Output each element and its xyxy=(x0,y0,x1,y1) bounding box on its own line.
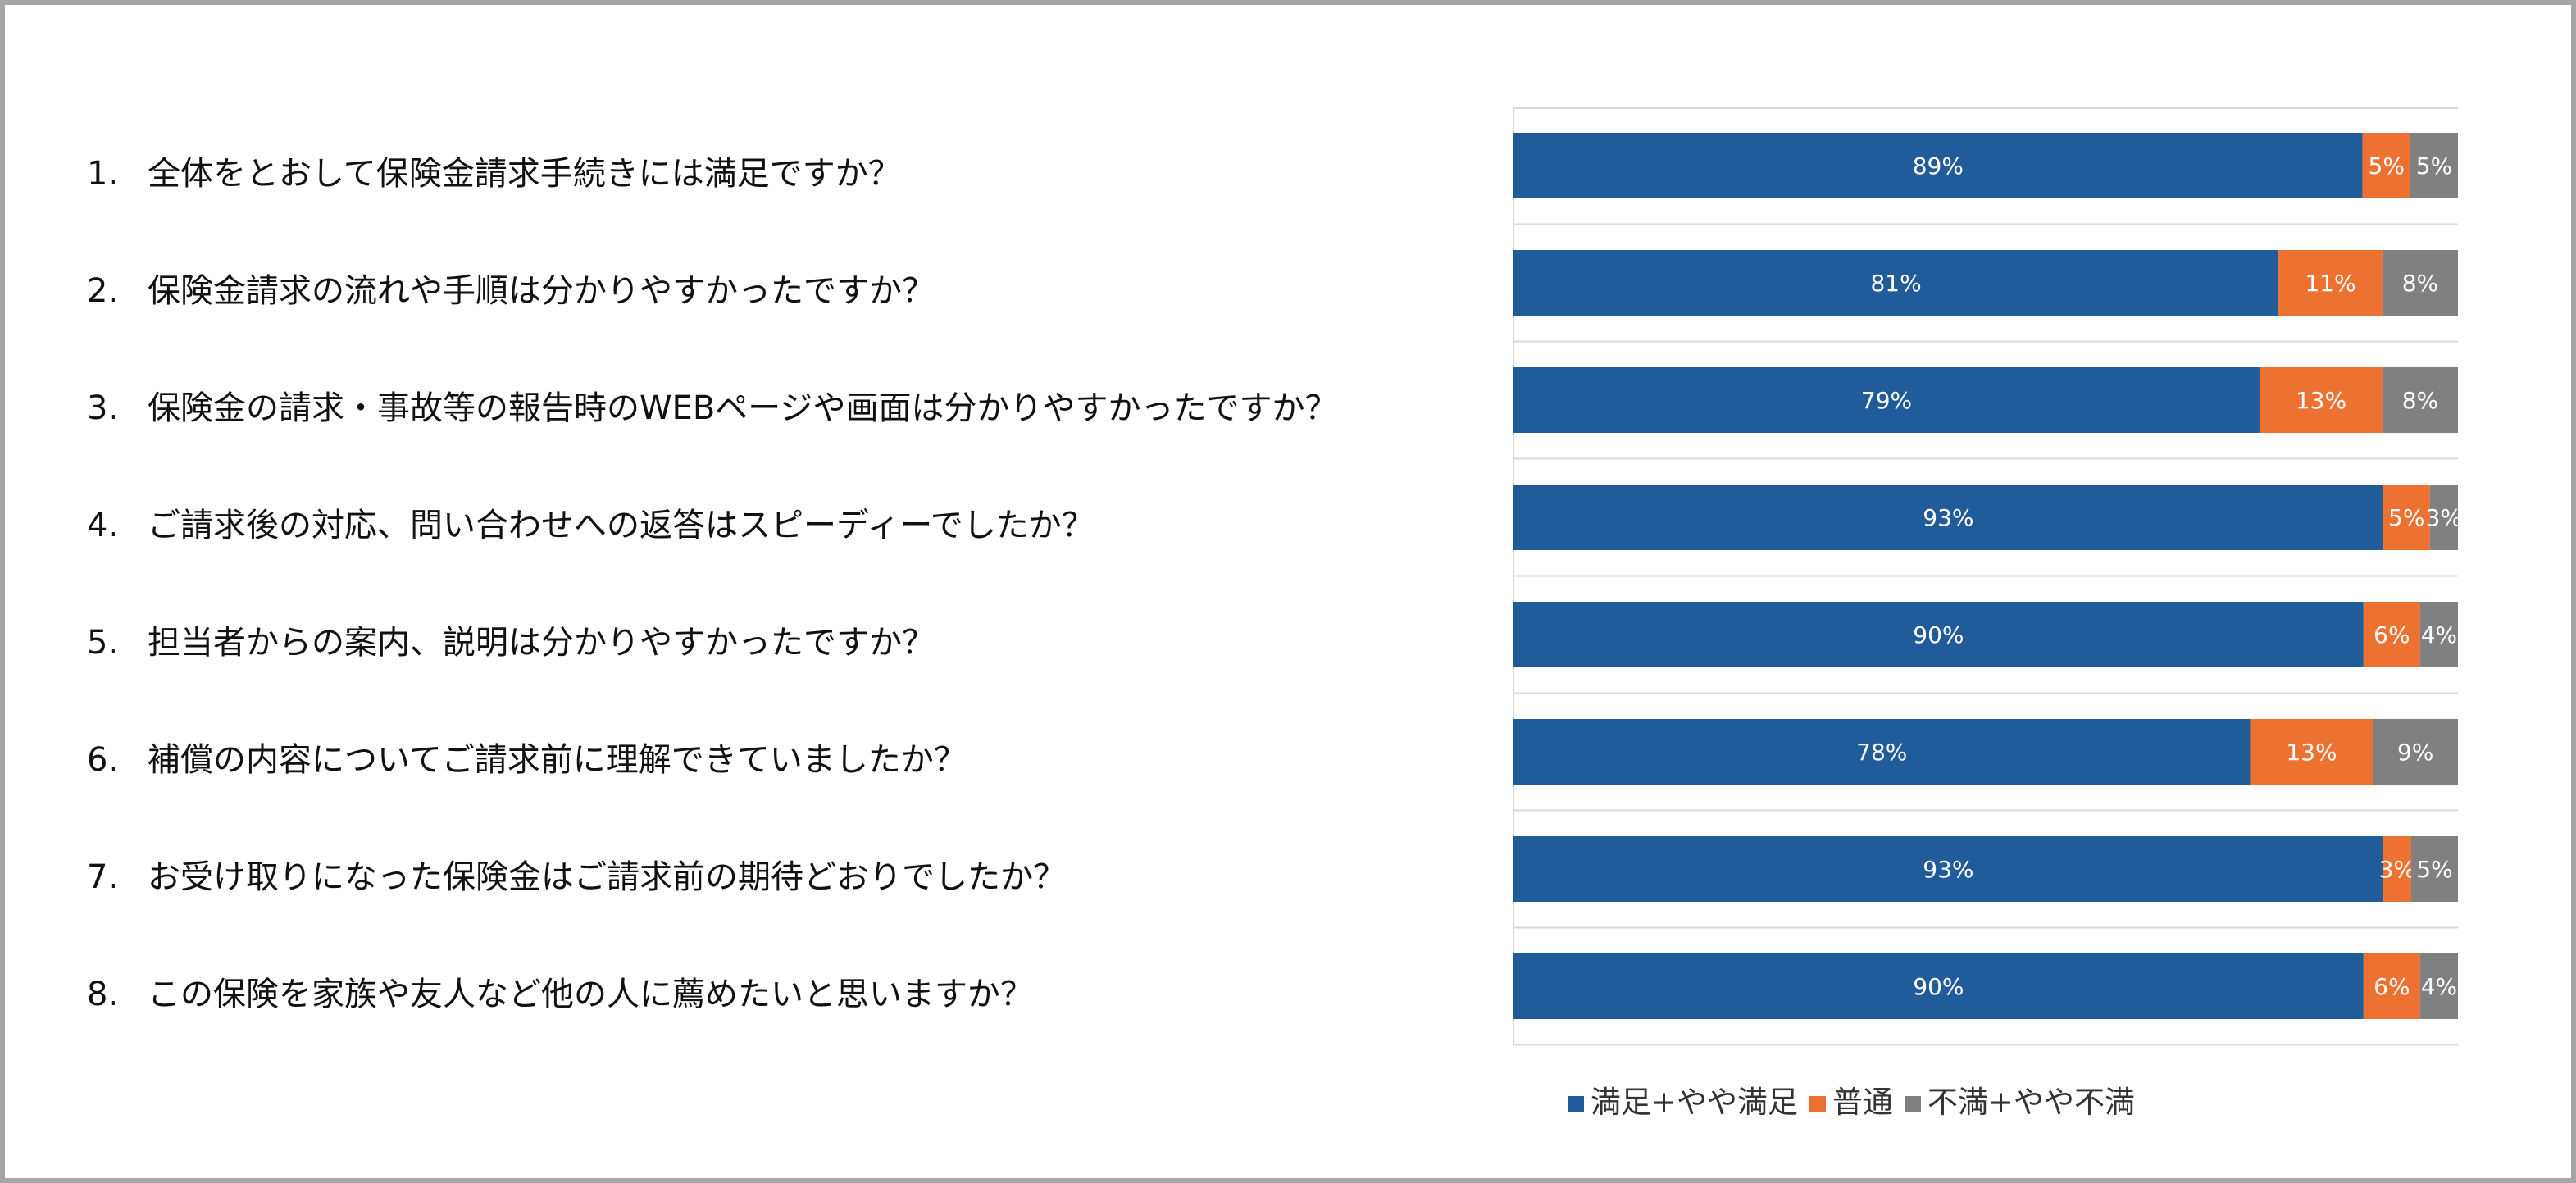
question-6: 6. 補償の内容についてご請求前に理解できていましたか？ xyxy=(87,735,967,785)
data-label: 8% xyxy=(2402,387,2438,414)
bar-segment xyxy=(2382,367,2458,433)
bar-segment xyxy=(2429,485,2458,550)
legend-label: 不満+やや不満 xyxy=(1927,1085,2136,1120)
chart-legend: 満足+やや満足 普通 不満+やや不満 xyxy=(1568,1082,2146,1123)
data-label: 5% xyxy=(2416,856,2452,883)
stacked-bar-chart: 89% 5% 5%81% 11% 8%79% 13% 8%93% 5% 3%90% 6% 4%78%… xyxy=(1513,107,2462,1046)
question-number: 3. xyxy=(87,389,119,427)
question-number: 4. xyxy=(87,507,119,544)
data-label: 90% xyxy=(1913,621,1964,648)
question-text: この保険を家族や友人など他の人に薦めたいと思いますか？ xyxy=(148,976,1033,1013)
question-number: 1. xyxy=(87,155,119,193)
question-2: 2. 保険金請求の流れや手順は分かりやすかったですか？ xyxy=(87,266,935,316)
legend-swatch xyxy=(1568,1095,1584,1112)
bar-segment xyxy=(1513,602,2364,667)
data-label: 3% xyxy=(2379,856,2415,883)
bar-segment xyxy=(2363,602,2420,667)
legend-label: 満足+やや満足 xyxy=(1591,1085,1799,1120)
question-3: 3. 保険金の請求・事故等の報告時のWEBページや画面は分かりやすかったですか？ xyxy=(87,384,1337,433)
data-label: 13% xyxy=(2296,387,2346,414)
data-label: 9% xyxy=(2397,739,2433,766)
data-label: 90% xyxy=(1913,973,1964,1000)
question-text: 保険金請求の流れや手順は分かりやすかったですか？ xyxy=(148,272,935,310)
bar-segment xyxy=(2278,250,2383,316)
data-label: 78% xyxy=(1856,739,1907,766)
bar-segment xyxy=(1513,953,2364,1019)
bar-segment xyxy=(2419,602,2458,667)
bar-segment xyxy=(2410,133,2458,198)
bar-segment xyxy=(2382,250,2458,316)
bar-segment xyxy=(2362,133,2410,198)
bar-segment xyxy=(2419,953,2458,1019)
bar-segment xyxy=(2383,485,2430,550)
question-8: 8. この保険を家族や友人など他の人に薦めたいと思いますか？ xyxy=(87,970,1033,1019)
bar-segment xyxy=(1513,485,2383,550)
question-number: 5. xyxy=(87,624,119,662)
data-label: 4% xyxy=(2421,621,2457,648)
legend-swatch xyxy=(1905,1095,1922,1112)
data-label: 13% xyxy=(2286,739,2337,766)
question-number: 8. xyxy=(87,976,119,1013)
bar-segment xyxy=(2383,836,2411,902)
data-label: 79% xyxy=(1861,387,1912,414)
bar-segment xyxy=(1513,367,2260,433)
bar-segment xyxy=(1513,133,2363,198)
question-text: 補償の内容についてご請求前に理解できていましたか？ xyxy=(148,741,967,779)
question-number: 2. xyxy=(87,272,119,310)
data-label: 93% xyxy=(1923,856,1973,883)
bar-segment xyxy=(2410,836,2458,902)
question-text: お受け取りになった保険金はご請求前の期待どおりでしたか？ xyxy=(148,858,1066,896)
bar-segment xyxy=(1513,719,2251,785)
question-5: 5. 担当者からの案内、説明は分かりやすかったですか？ xyxy=(87,618,935,667)
bar-segment xyxy=(1513,250,2279,316)
question-text: 全体をとおして保険金請求手続きには満足ですか？ xyxy=(148,155,901,193)
legend-item: 普通 xyxy=(1809,1082,1893,1123)
data-label: 5% xyxy=(2369,152,2405,180)
bar-segment xyxy=(2250,719,2373,785)
bar-segment xyxy=(2373,719,2458,785)
data-label: 89% xyxy=(1913,152,1964,180)
question-1: 1. 全体をとおして保険金請求手続きには満足ですか？ xyxy=(87,149,901,198)
data-label: 5% xyxy=(2388,504,2424,531)
question-text: 担当者からの案内、説明は分かりやすかったですか？ xyxy=(148,624,935,662)
data-label: 6% xyxy=(2373,621,2410,648)
chart-panel: 1. 全体をとおして保険金請求手続きには満足ですか？ 2. 保険金請求の流れや手順は分… xyxy=(5,5,2571,1178)
bar-segment xyxy=(2260,367,2383,433)
bar-segment xyxy=(1513,836,2383,902)
data-label: 5% xyxy=(2416,152,2452,180)
data-label: 3% xyxy=(2426,504,2462,531)
legend-swatch xyxy=(1809,1095,1827,1112)
legend-item: 満足+やや満足 xyxy=(1568,1082,1798,1123)
data-label: 81% xyxy=(1870,270,1921,297)
data-label: 6% xyxy=(2373,973,2410,1000)
question-text: 保険金の請求・事故等の報告時のWEBページや画面は分かりやすかったですか？ xyxy=(148,389,1338,427)
question-number: 6. xyxy=(87,741,119,779)
legend-label: 普通 xyxy=(1832,1085,1894,1120)
question-text: ご請求後の対応、問い合わせへの返答はスピーディーでしたか？ xyxy=(148,507,1095,544)
legend-item: 不満+やや不満 xyxy=(1905,1082,2135,1123)
question-number: 7. xyxy=(87,858,119,896)
bar-segment xyxy=(2363,953,2420,1019)
question-7: 7. お受け取りになった保険金はご請求前の期待どおりでしたか？ xyxy=(87,853,1066,902)
data-label: 11% xyxy=(2305,270,2355,297)
data-label: 8% xyxy=(2402,270,2438,297)
data-label: 93% xyxy=(1923,504,1973,531)
question-4: 4. ご請求後の対応、問い合わせへの返答はスピーディーでしたか？ xyxy=(87,501,1095,550)
data-label: 4% xyxy=(2421,973,2457,1000)
